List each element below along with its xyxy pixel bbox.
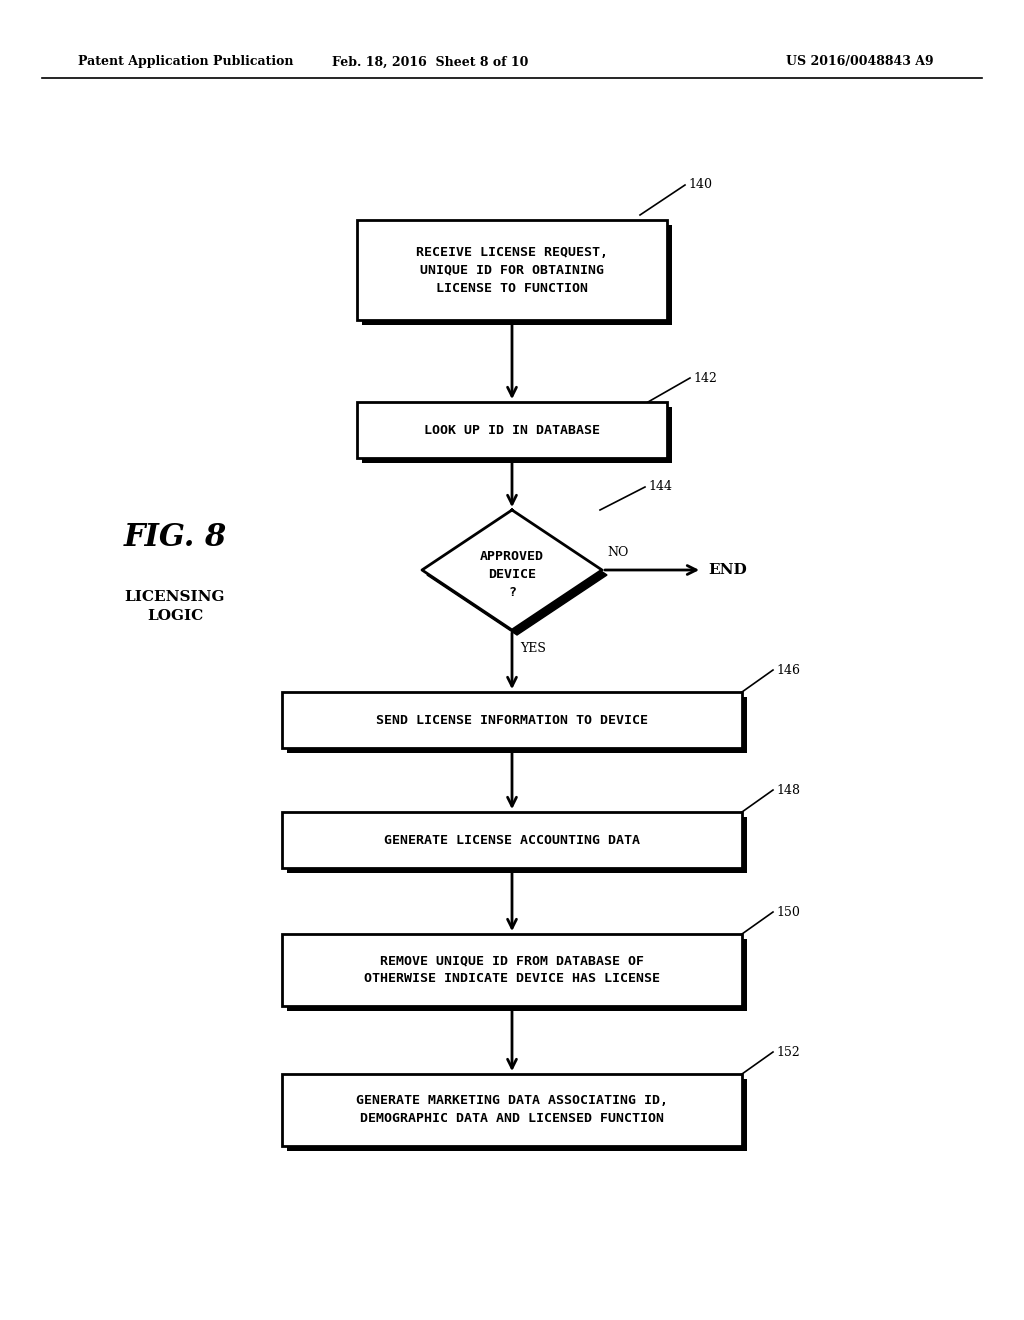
Text: Feb. 18, 2016  Sheet 8 of 10: Feb. 18, 2016 Sheet 8 of 10 bbox=[332, 55, 528, 69]
Text: GENERATE LICENSE ACCOUNTING DATA: GENERATE LICENSE ACCOUNTING DATA bbox=[384, 833, 640, 846]
Bar bbox=[362, 224, 672, 325]
Bar bbox=[287, 939, 746, 1011]
Text: 152: 152 bbox=[776, 1045, 800, 1059]
Text: LOOK UP ID IN DATABASE: LOOK UP ID IN DATABASE bbox=[424, 424, 600, 437]
Bar bbox=[282, 1074, 742, 1146]
Text: 144: 144 bbox=[648, 480, 672, 494]
Polygon shape bbox=[422, 510, 602, 630]
Bar bbox=[362, 407, 672, 463]
Bar bbox=[287, 1078, 746, 1151]
Text: US 2016/0048843 A9: US 2016/0048843 A9 bbox=[786, 55, 934, 69]
Bar bbox=[282, 692, 742, 748]
Bar bbox=[357, 403, 667, 458]
Text: 140: 140 bbox=[688, 178, 712, 191]
Text: 146: 146 bbox=[776, 664, 800, 676]
Text: Patent Application Publication: Patent Application Publication bbox=[78, 55, 294, 69]
Text: REMOVE UNIQUE ID FROM DATABASE OF
OTHERWISE INDICATE DEVICE HAS LICENSE: REMOVE UNIQUE ID FROM DATABASE OF OTHERW… bbox=[364, 954, 660, 986]
Text: APPROVED
DEVICE
?: APPROVED DEVICE ? bbox=[480, 549, 544, 598]
Bar bbox=[282, 812, 742, 869]
Bar bbox=[287, 817, 746, 873]
Text: 148: 148 bbox=[776, 784, 800, 796]
Text: GENERATE MARKETING DATA ASSOCIATING ID,
DEMOGRAPHIC DATA AND LICENSED FUNCTION: GENERATE MARKETING DATA ASSOCIATING ID, … bbox=[356, 1094, 668, 1126]
Bar bbox=[287, 697, 746, 752]
Text: YES: YES bbox=[520, 642, 546, 655]
Text: NO: NO bbox=[607, 545, 629, 558]
Text: END: END bbox=[708, 564, 746, 577]
Bar bbox=[357, 220, 667, 319]
Text: SEND LICENSE INFORMATION TO DEVICE: SEND LICENSE INFORMATION TO DEVICE bbox=[376, 714, 648, 726]
Bar bbox=[282, 935, 742, 1006]
Text: FIG. 8: FIG. 8 bbox=[123, 523, 226, 553]
Polygon shape bbox=[427, 515, 607, 635]
Text: RECEIVE LICENSE REQUEST,
UNIQUE ID FOR OBTAINING
LICENSE TO FUNCTION: RECEIVE LICENSE REQUEST, UNIQUE ID FOR O… bbox=[416, 246, 608, 294]
Text: 142: 142 bbox=[693, 371, 717, 384]
Text: LICENSING
LOGIC: LICENSING LOGIC bbox=[125, 590, 225, 623]
Text: 150: 150 bbox=[776, 906, 800, 919]
